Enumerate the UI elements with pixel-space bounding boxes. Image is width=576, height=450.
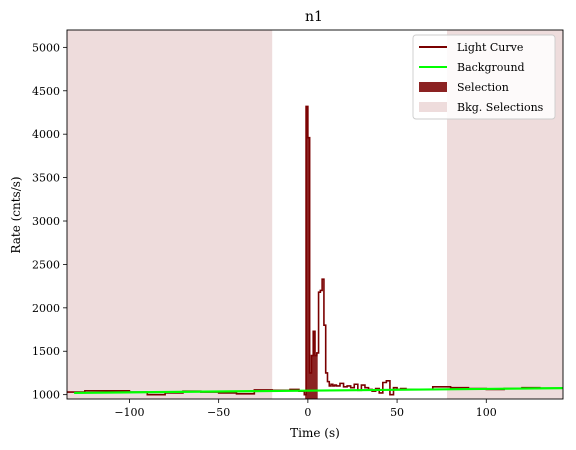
y-tick-label: 4000 <box>32 128 60 141</box>
chart-title: n1 <box>305 9 323 25</box>
y-tick-label: 1000 <box>32 389 60 402</box>
x-axis-label: Time (s) <box>290 426 340 440</box>
y-tick-label: 3500 <box>32 172 60 185</box>
x-tick-label: 50 <box>390 406 404 419</box>
x-tick-label: 100 <box>476 406 497 419</box>
selection-region <box>305 106 318 399</box>
legend-box <box>412 34 556 120</box>
y-axis-ticks: 1000 1500 2000 2500 3000 3500 4000 4500 5000 <box>32 41 67 402</box>
y-tick-label: 1500 <box>32 345 60 358</box>
y-tick-label: 4500 <box>32 85 60 98</box>
legend-label: Bkg. Selections <box>457 101 544 114</box>
x-tick-label: 0 <box>304 406 311 419</box>
legend-label: Light Curve <box>457 41 523 54</box>
x-tick-label: −100 <box>114 406 144 419</box>
x-axis-ticks: −100 −50 0 50 100 <box>114 399 497 419</box>
y-axis-label: Rate (cnts/s) <box>9 176 23 253</box>
legend-label: Background <box>457 61 525 74</box>
background-series <box>74 387 564 395</box>
plot-frame <box>66 29 564 400</box>
legend-swatch-patch <box>419 102 447 112</box>
legend-label: Selection <box>457 81 509 94</box>
y-tick-label: 2500 <box>32 258 60 271</box>
y-tick-label: 3000 <box>32 215 60 228</box>
x-tick-label: −50 <box>207 406 230 419</box>
y-tick-label: 5000 <box>32 41 60 54</box>
y-tick-label: 2000 <box>32 302 60 315</box>
selection-fill <box>305 106 318 399</box>
legend-swatch-patch <box>419 82 447 92</box>
bkg-selection-region-0 <box>67 30 273 399</box>
legend: Light Curve Background Selection Bkg. Selec… <box>412 34 556 120</box>
